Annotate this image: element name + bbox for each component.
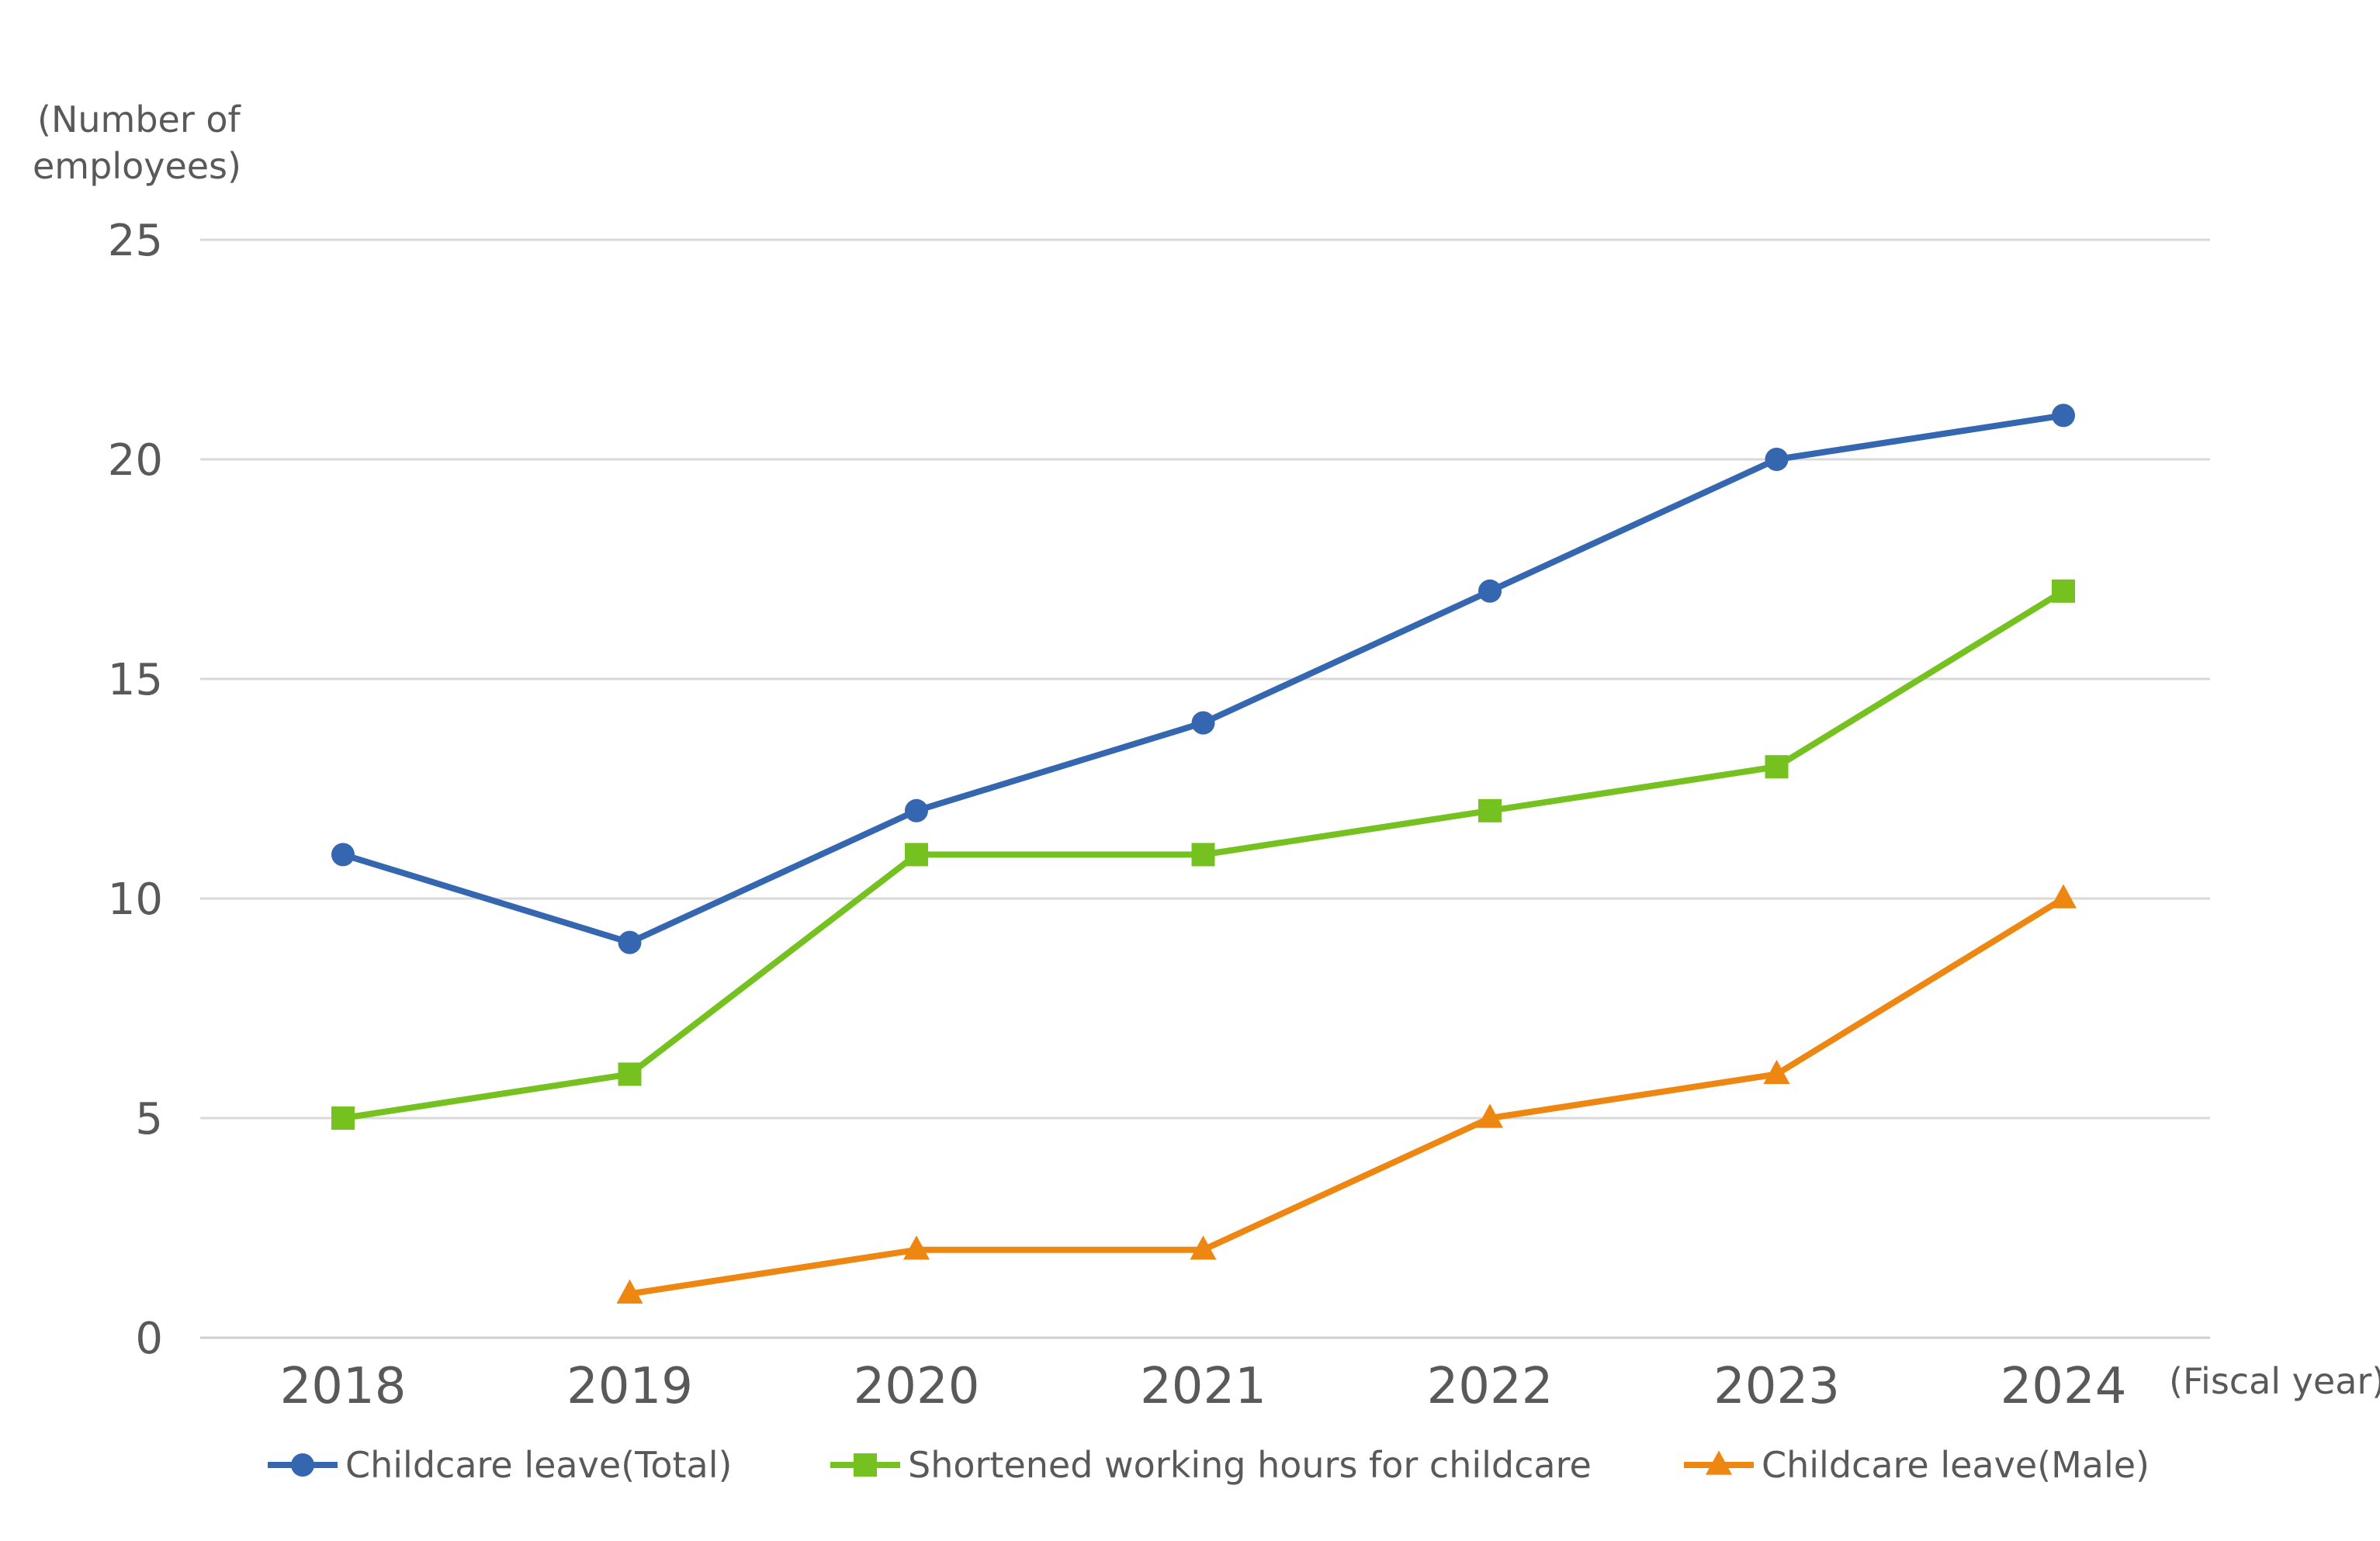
x-tick-label: 2021 [1140, 1358, 1266, 1415]
legend-swatch-marker [291, 1453, 314, 1477]
series-2 [331, 579, 2075, 1130]
legend-label: Shortened working hours for childcare [908, 1444, 1592, 1486]
data-point [618, 930, 642, 954]
data-point [1191, 843, 1215, 867]
data-point [1191, 711, 1215, 735]
series-3 [616, 884, 2077, 1304]
data-point [616, 1279, 643, 1304]
x-tick-label: 2019 [566, 1358, 693, 1415]
x-tick-label: 2024 [2001, 1358, 2127, 1415]
data-point [903, 1235, 930, 1260]
x-tick-label: 2022 [1427, 1358, 1554, 1415]
y-axis-label-line-1: (Number of [37, 99, 241, 140]
legend-item: Childcare leave(Total) [268, 1444, 732, 1486]
y-tick-label: 10 [108, 874, 163, 925]
data-point [1190, 1235, 1217, 1260]
data-point [1765, 448, 1789, 471]
y-tick-label: 20 [108, 435, 163, 486]
series-line [626, 895, 2066, 1297]
legend: Childcare leave(Total) Shortened working … [268, 1444, 2150, 1486]
data-point [1765, 755, 1789, 779]
data-point [905, 798, 928, 822]
legend-item: Shortened working hours for childcare [830, 1444, 1592, 1486]
data-point [331, 1106, 355, 1130]
data-point [1478, 579, 1502, 603]
gridlines [200, 238, 2210, 1339]
y-axis-label-line-2: employees) [33, 145, 241, 187]
legend-swatch-marker [854, 1453, 877, 1477]
y-tick-label: 15 [108, 655, 163, 705]
x-tick-label: 2023 [1713, 1358, 1840, 1415]
series-1 [331, 403, 2075, 954]
y-tick-label: 0 [135, 1314, 163, 1364]
data-point [2050, 884, 2077, 909]
data-point [618, 1062, 642, 1086]
legend-label: Childcare leave(Male) [1762, 1444, 2150, 1486]
data-point [905, 843, 928, 867]
x-axis-label: (Fiscal year) [2169, 1360, 2380, 1402]
x-tick-label: 2018 [280, 1358, 407, 1415]
x-axis-ticks: 2018 2019 2020 2021 2022 2023 2024 [280, 1358, 2127, 1415]
legend-swatch-marker [1706, 1450, 1732, 1475]
y-tick-label: 25 [108, 216, 163, 266]
data-point [2052, 579, 2075, 603]
x-tick-label: 2020 [854, 1358, 980, 1415]
data-point [2052, 403, 2075, 428]
data-point [1763, 1059, 1790, 1084]
y-tick-label: 5 [135, 1094, 163, 1144]
data-point [331, 843, 355, 867]
series-layer [331, 403, 2077, 1304]
data-point [1478, 798, 1502, 822]
legend-label: Childcare leave(Total) [345, 1444, 732, 1486]
y-axis-ticks: 0 5 10 15 20 25 [108, 216, 163, 1364]
legend-item: Childcare leave(Male) [1684, 1444, 2150, 1486]
data-point [1477, 1103, 1503, 1128]
